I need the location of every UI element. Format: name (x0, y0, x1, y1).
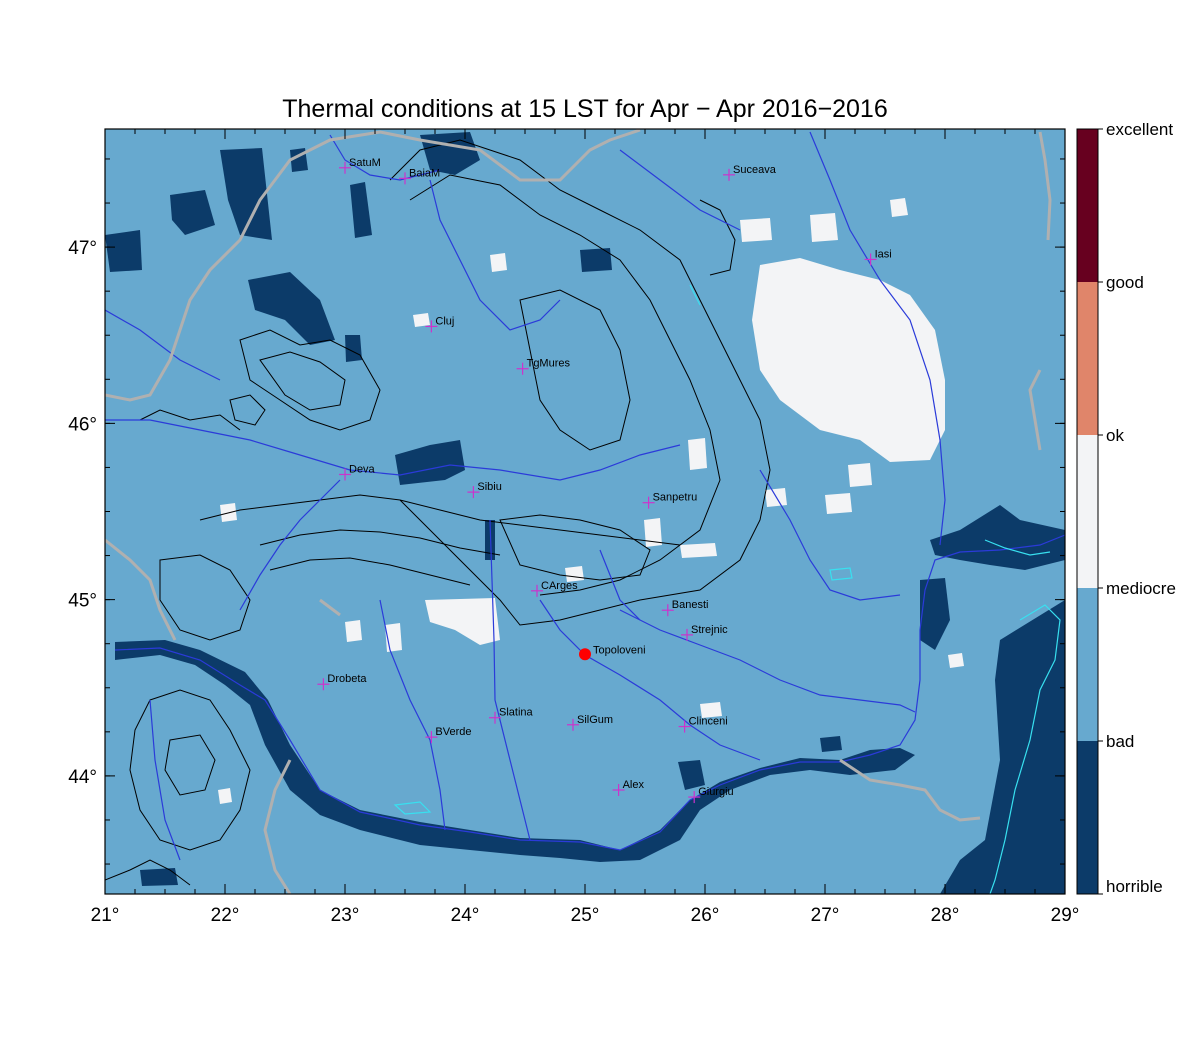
legend-swatch-good (1077, 129, 1098, 282)
coastline (393, 284, 1061, 894)
station-label: Deva (349, 463, 376, 475)
map-title: Thermal conditions at 15 LST for Apr − A… (282, 95, 887, 123)
station-label: BaiaM (409, 167, 440, 179)
x-tick-label: 21° (91, 905, 120, 926)
legend-label: ok (1106, 426, 1124, 445)
station-label: Alex (623, 779, 645, 791)
rivers (105, 131, 1065, 861)
station-marker (425, 320, 438, 333)
station-label: Iasi (875, 248, 892, 260)
station-marker (723, 168, 735, 181)
highlight-point-label: Topoloveni (593, 644, 646, 656)
legend-colorbar-frame (1076, 128, 1099, 895)
station-marker (399, 172, 411, 185)
station-marker (425, 731, 438, 744)
map-background-fill (105, 129, 1065, 894)
y-tick-label: 45° (68, 591, 97, 612)
station-label: Banesti (672, 599, 709, 611)
station-marker (661, 604, 674, 617)
map-plot-area: SatuM BaiaM Suceava Iasi Cluj TgMures Deva Sibi… (105, 129, 1065, 894)
station-marker (339, 161, 351, 174)
legend-label: bad (1106, 732, 1134, 751)
station-marker (678, 720, 691, 733)
station-marker (681, 628, 693, 641)
station-markers: SatuM BaiaM Suceava Iasi Cluj TgMures Deva Sibi… (317, 157, 892, 804)
station-label: Slatina (499, 707, 534, 719)
y-tick-label: 44° (68, 767, 97, 788)
legend-swatch-mediocre (1077, 435, 1098, 588)
station-label: TgMures (527, 358, 571, 370)
legend-swatch-horrible (1077, 741, 1098, 894)
station-label: Drobeta (327, 673, 367, 685)
station-label: Sanpetru (653, 492, 698, 504)
legend-label: excellent (1106, 120, 1173, 139)
station-label: Sibiu (477, 481, 501, 493)
station-label: Giurgiu (698, 786, 733, 798)
station-marker (567, 718, 579, 731)
station-label: CArges (541, 580, 578, 592)
y-tick-label: 46° (68, 414, 97, 435)
station-marker (612, 784, 625, 797)
legend-label: good (1106, 273, 1144, 292)
legend-swatch-ok (1077, 282, 1098, 435)
station-label: BVerde (435, 726, 471, 738)
axis-ticks (104, 129, 1066, 894)
x-tick-label: 26° (691, 905, 720, 926)
station-label: Suceava (733, 164, 777, 176)
terrain-contours (105, 139, 771, 886)
x-tick-label: 23° (331, 905, 360, 926)
country-borders (105, 129, 1052, 894)
station-marker (467, 486, 480, 499)
station-label: SatuM (349, 157, 381, 169)
mediocre-class-regions (218, 198, 964, 804)
x-tick-label: 29° (1051, 905, 1080, 926)
x-tick-label: 22° (211, 905, 240, 926)
station-label: SilGum (577, 714, 613, 726)
station-marker (688, 791, 701, 804)
legend-label: mediocre (1106, 579, 1176, 598)
station-label: Cluj (435, 315, 454, 327)
station-marker (864, 253, 877, 266)
highlight-point-marker (579, 648, 591, 661)
station-label: Clinceni (689, 716, 728, 728)
x-tick-label: 28° (931, 905, 960, 926)
station-marker (317, 678, 330, 691)
x-tick-label: 27° (811, 905, 840, 926)
legend-label: horrible (1106, 877, 1163, 896)
y-tick-label: 47° (68, 238, 97, 259)
station-marker (516, 362, 529, 375)
legend-colorbar: excellent good ok mediocre bad horrible (1077, 120, 1176, 896)
station-label: Strejnic (691, 624, 728, 636)
x-tick-label: 24° (451, 905, 480, 926)
axis-tick-labels: 21° 22° 23° 24° 25° 26° 27° 28° 29° 44° 45° 46° 47° (68, 238, 1079, 926)
station-marker (339, 468, 351, 481)
horrible-class-regions (105, 132, 1065, 894)
station-marker (642, 496, 655, 509)
station-marker (489, 711, 501, 724)
station-marker (531, 584, 543, 597)
x-tick-label: 25° (571, 905, 600, 926)
legend-swatch-bad (1077, 588, 1098, 741)
